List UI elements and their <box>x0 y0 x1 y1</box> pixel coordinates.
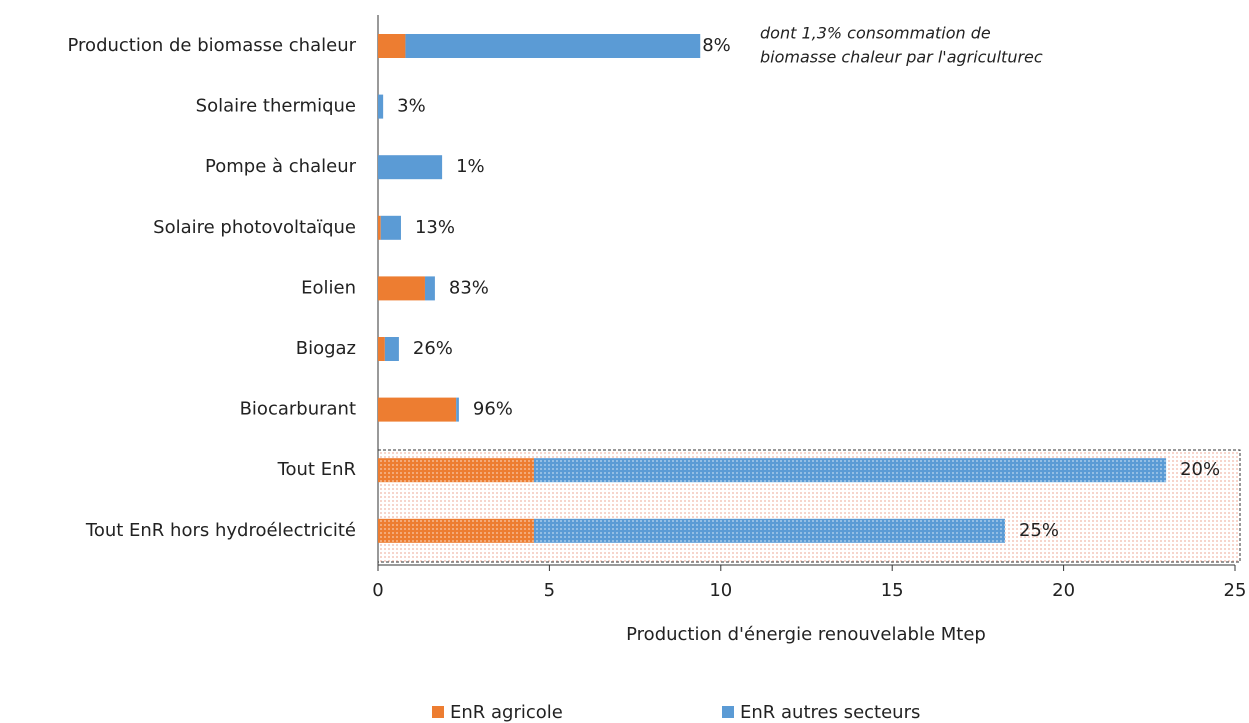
x-tick-label: 25 <box>1224 580 1247 601</box>
x-tick-label: 5 <box>544 580 555 601</box>
share-label: 26% <box>413 338 453 359</box>
bar-segment <box>378 215 381 240</box>
bar-segment <box>378 337 385 361</box>
x-tick-label: 20 <box>1052 580 1075 601</box>
annotation: biomasse chaleur par l'agriculturec <box>760 48 1043 67</box>
x-axis-title: Production d'énergie renouvelable Mtep <box>626 624 986 645</box>
y-tick-label: Solaire photovoltaïque <box>153 217 356 238</box>
y-tick-label: Production de biomasse chaleur <box>68 35 357 56</box>
x-tick-label: 0 <box>372 580 383 601</box>
bar-texture <box>378 518 534 543</box>
bar-segment <box>380 215 401 240</box>
legend-label: EnR autres secteurs <box>740 702 920 723</box>
share-label: 13% <box>415 217 455 238</box>
y-tick-label: Biocarburant <box>240 399 356 420</box>
bar-segment <box>378 155 443 180</box>
bar-segment <box>456 397 459 422</box>
bar-segment <box>378 276 425 301</box>
annotation: dont 1,3% consommation de <box>760 24 991 43</box>
x-tick-label: 10 <box>709 580 732 601</box>
share-label: 1% <box>456 156 485 177</box>
share-label: 20% <box>1180 459 1220 480</box>
share-label: 83% <box>449 277 489 298</box>
y-tick-label: Tout EnR <box>277 459 356 480</box>
bar-segment <box>405 34 701 58</box>
y-tick-label: Eolien <box>301 277 356 298</box>
share-label: 8% <box>702 35 731 56</box>
y-tick-label: Tout EnR hors hydroélectricité <box>85 520 356 541</box>
bar-texture <box>533 518 1005 543</box>
bar-texture <box>533 458 1167 483</box>
legend-swatch <box>432 706 444 718</box>
bar-segment <box>384 337 399 361</box>
y-tick-label: Solaire thermique <box>196 96 356 117</box>
legend-swatch <box>722 706 734 718</box>
bar-segment <box>378 94 384 119</box>
bar-segment <box>378 34 406 58</box>
bar-segment <box>424 276 435 301</box>
y-tick-label: Biogaz <box>296 338 356 359</box>
x-tick-label: 15 <box>881 580 904 601</box>
legend-label: EnR agricole <box>450 702 563 723</box>
y-tick-label: Pompe à chaleur <box>205 156 357 177</box>
bar-segment <box>378 397 457 422</box>
share-label: 96% <box>473 399 513 420</box>
share-label: 25% <box>1019 520 1059 541</box>
bar-texture <box>378 458 534 483</box>
share-label: 3% <box>397 96 426 117</box>
